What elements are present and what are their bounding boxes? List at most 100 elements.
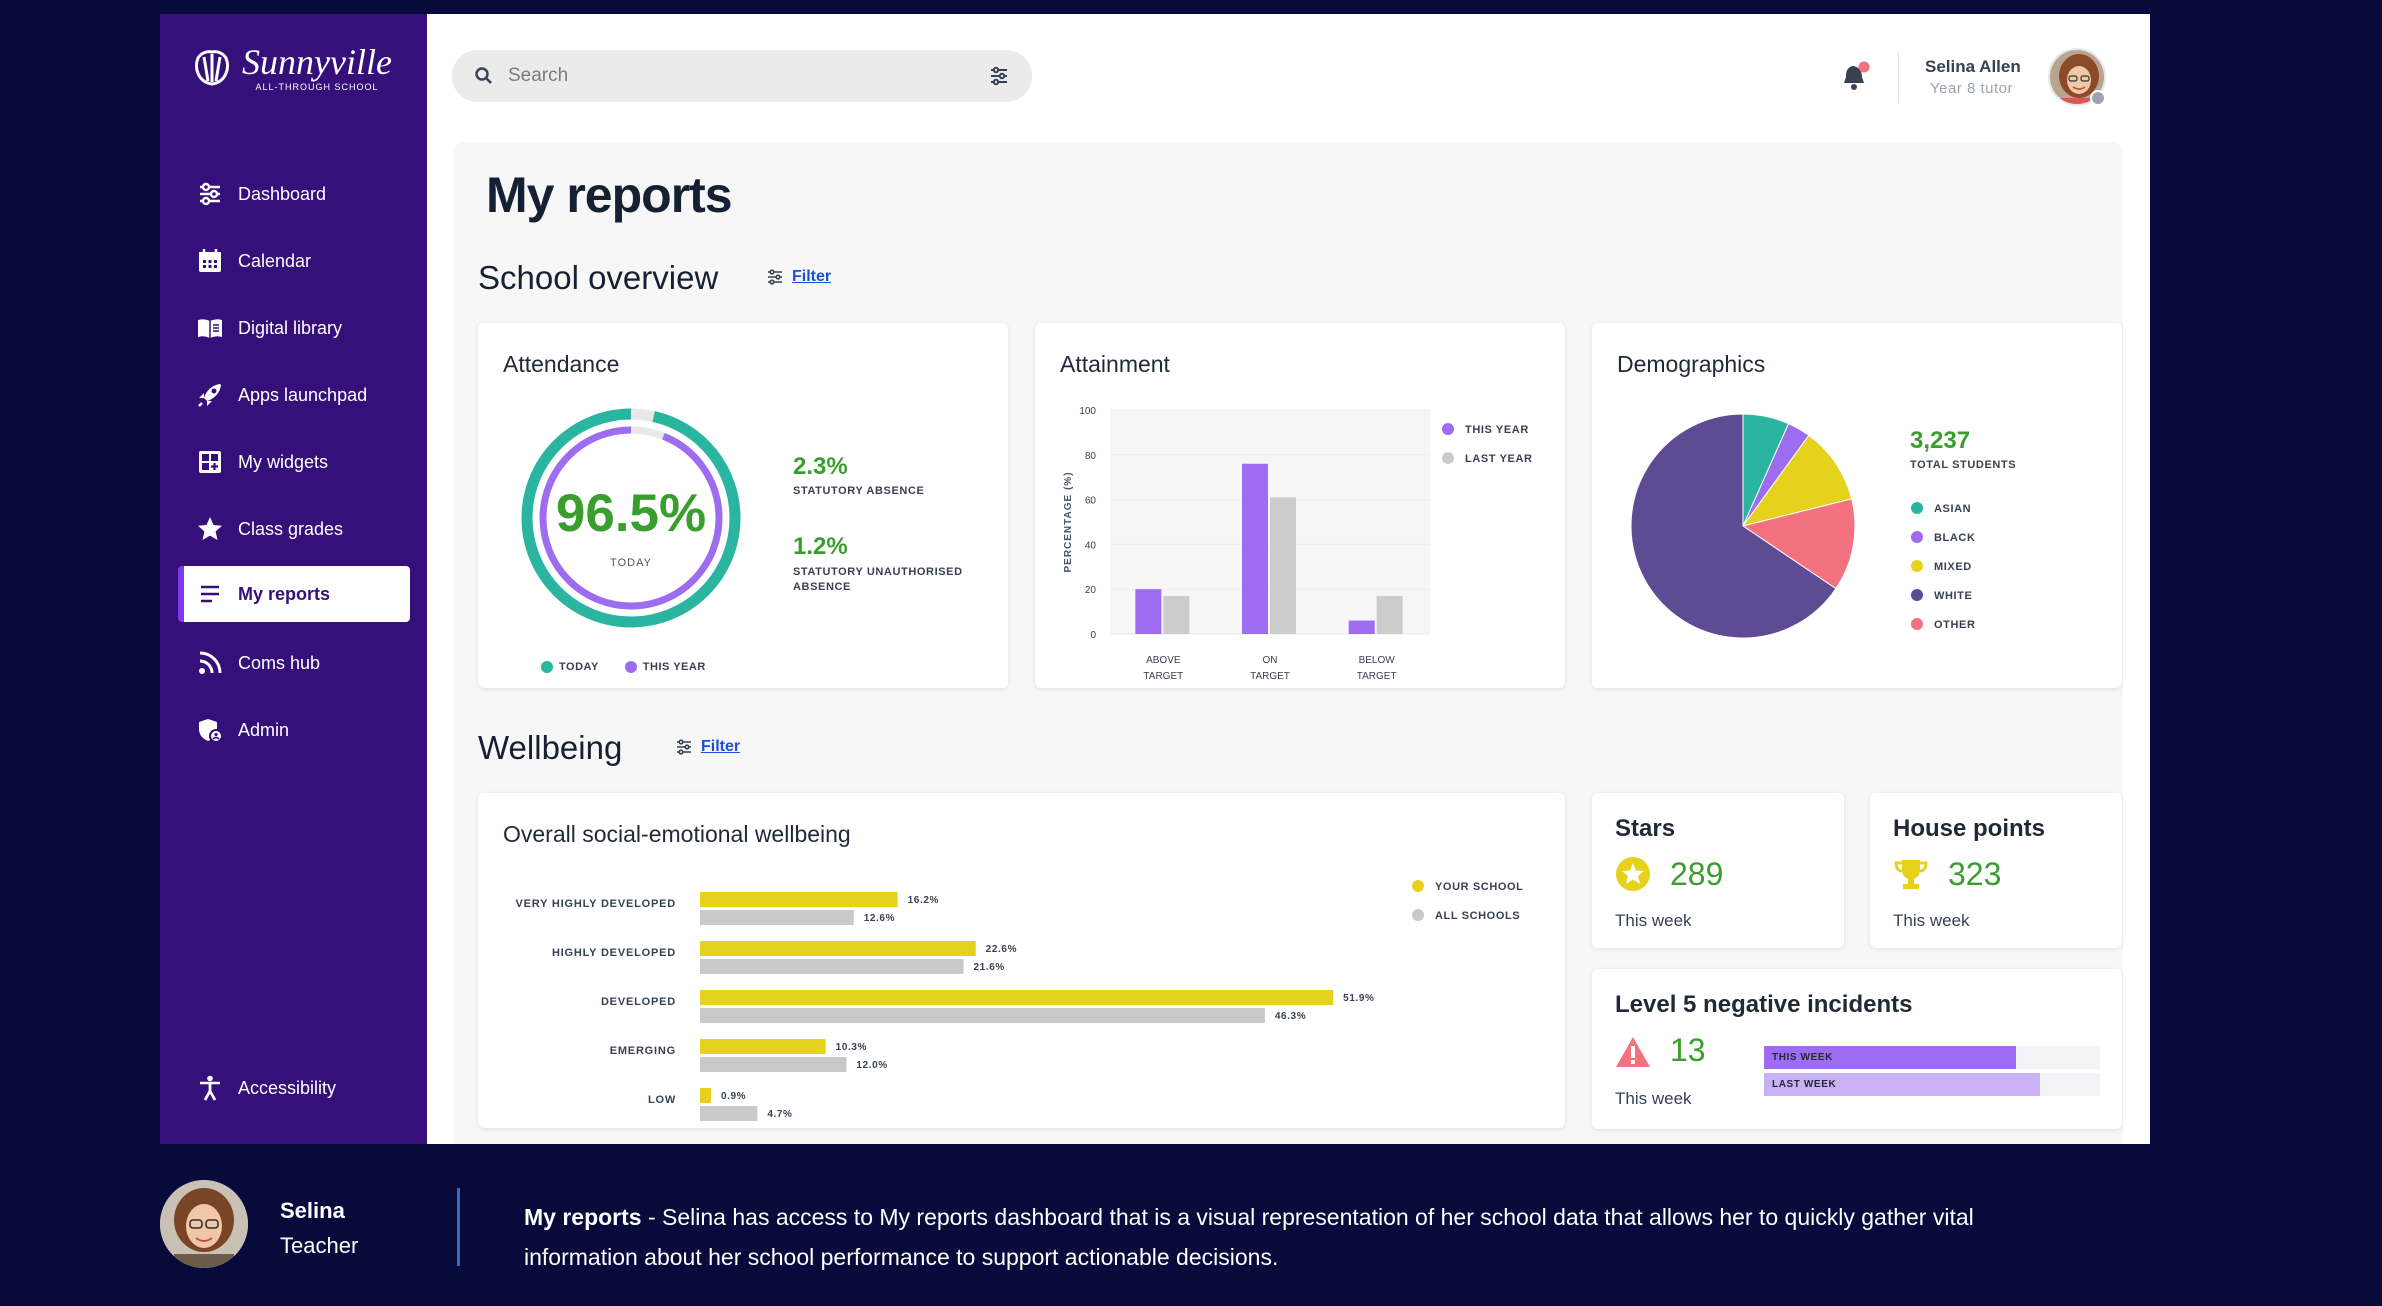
bar bbox=[700, 1057, 847, 1072]
book-icon bbox=[198, 319, 222, 338]
pie-slice bbox=[1630, 413, 1837, 639]
calendar-icon bbox=[199, 249, 221, 272]
attendance-year-ring bbox=[539, 426, 723, 610]
attendance-legend: TODAY THIS YEAR bbox=[541, 661, 706, 673]
sidebar-item-class-grades[interactable]: Class grades bbox=[178, 501, 410, 557]
card-title: Attainment bbox=[1060, 351, 1170, 377]
attendance-today-ring bbox=[521, 408, 741, 628]
school-overview-filter-link[interactable]: Filter bbox=[766, 268, 831, 286]
shell-logo-icon bbox=[195, 50, 229, 86]
user-name: Selina Allen bbox=[1925, 57, 2021, 76]
legend-swatch bbox=[1442, 452, 1454, 464]
sidebar-item-label: My widgets bbox=[238, 451, 329, 472]
caption-divider bbox=[457, 1188, 460, 1266]
card-title: Attendance bbox=[503, 351, 620, 377]
attendance-value: 96.5% bbox=[555, 484, 707, 543]
attendance-donut bbox=[521, 408, 741, 628]
wellbeing-card: Overall social-emotional wellbeing VERY … bbox=[478, 793, 1565, 1128]
x-tick-label: TARGET bbox=[1357, 671, 1397, 682]
attainment-card: Attainment 0 20 40 60 80 100 PERCENTAGE (%) ABO… bbox=[1035, 323, 1565, 688]
data-label: 46.3% bbox=[1275, 1011, 1306, 1022]
house-points-period: This week bbox=[1893, 911, 1970, 930]
sidebar-item-my-reports[interactable]: My reports bbox=[178, 566, 410, 622]
sidebar-item-my-widgets[interactable]: My widgets bbox=[178, 434, 410, 490]
data-label: 4.7% bbox=[767, 1109, 792, 1120]
statutory-absence-value: 2.3% bbox=[793, 453, 848, 480]
wellbeing-chart: VERY HIGHLY DEVELOPED 16.2% 12.6% HIGHLY DE… bbox=[516, 880, 1523, 1121]
y-tick-label: 20 bbox=[1085, 585, 1097, 596]
unauthorised-absence-value: 1.2% bbox=[793, 533, 848, 560]
data-label: 12.6% bbox=[864, 913, 895, 924]
legend-swatch bbox=[541, 661, 553, 673]
search-bar[interactable] bbox=[452, 50, 1032, 102]
wellbeing-filter-link[interactable]: Filter bbox=[675, 738, 740, 756]
sidebar-item-label: Accessibility bbox=[238, 1077, 337, 1098]
data-label: 0.9% bbox=[721, 1091, 746, 1102]
school-logo[interactable]: Sunnyville ALL-THROUGH SCHOOL bbox=[192, 44, 392, 92]
sidebar-item-label: Digital library bbox=[238, 317, 343, 338]
legend-label: ALL SCHOOLS bbox=[1435, 910, 1520, 922]
legend-label: WHITE bbox=[1934, 590, 1972, 602]
bar bbox=[700, 1106, 758, 1121]
sidebar-item-calendar[interactable]: Calendar bbox=[178, 233, 410, 289]
bar bbox=[1242, 463, 1268, 634]
sidebar-item-admin[interactable]: Admin bbox=[178, 702, 410, 758]
bar bbox=[1376, 595, 1403, 634]
sidebar-item-label: Coms hub bbox=[238, 652, 321, 673]
sidebar: Sunnyville ALL-THROUGH SCHOOL Dashboard … bbox=[160, 14, 427, 1144]
notification-bell-icon[interactable] bbox=[1838, 60, 1872, 94]
bar bbox=[1348, 620, 1375, 634]
filter-sliders-icon[interactable] bbox=[988, 65, 1010, 87]
legend-label: BLACK bbox=[1934, 532, 1976, 544]
data-label: 10.3% bbox=[836, 1042, 867, 1053]
sidebar-item-dashboard[interactable]: Dashboard bbox=[178, 166, 410, 222]
sidebar-item-label: Class grades bbox=[238, 518, 344, 539]
legend-label: THIS YEAR bbox=[1465, 424, 1529, 436]
sidebar-item-coms-hub[interactable]: Coms hub bbox=[178, 635, 410, 691]
search-input[interactable] bbox=[508, 65, 974, 87]
data-label: 12.0% bbox=[856, 1060, 887, 1071]
legend-item-this-year: THIS YEAR bbox=[624, 661, 706, 673]
bar bbox=[1163, 595, 1190, 634]
bar bbox=[700, 1039, 826, 1054]
legend-swatch bbox=[1911, 560, 1923, 572]
avatar[interactable] bbox=[2048, 48, 2106, 106]
y-tick-label: 100 bbox=[1079, 406, 1096, 417]
y-tick-label: 0 bbox=[1090, 630, 1096, 641]
sidebar-item-label: Apps launchpad bbox=[238, 384, 368, 405]
legend-label: MIXED bbox=[1934, 561, 1972, 573]
star-badge-icon bbox=[1616, 857, 1650, 891]
rss-icon bbox=[199, 651, 222, 674]
attendance-card: Attendance 96.5% TODAY TODAY THIS YEAR 2… bbox=[478, 323, 1008, 688]
incidents-value: 13 bbox=[1670, 1032, 1706, 1068]
sidebar-item-accessibility[interactable]: Accessibility bbox=[178, 1060, 410, 1116]
avatar-portrait bbox=[2050, 50, 2104, 104]
card-title: Demographics bbox=[1617, 351, 1766, 377]
topbar-divider bbox=[1898, 52, 1899, 102]
attainment-chart: 0 20 40 60 80 100 PERCENTAGE (%) ABOVE TARGET ON T… bbox=[1063, 406, 1532, 682]
sidebar-item-apps-launchpad[interactable]: Apps launchpad bbox=[178, 367, 410, 423]
caption-name: Selina bbox=[280, 1198, 345, 1223]
total-students-label: TOTAL STUDENTS bbox=[1910, 459, 2017, 471]
section-title-wellbeing: Wellbeing bbox=[478, 729, 623, 766]
legend-swatch bbox=[624, 661, 637, 673]
caption-body: - Selina has access to My reports dashbo… bbox=[524, 1204, 1974, 1270]
pie-slice bbox=[1741, 498, 1856, 590]
demographics-chart: ASIAN BLACK MIXED WHITE OTHER bbox=[1630, 413, 1976, 639]
x-tick-label: TARGET bbox=[1250, 671, 1290, 682]
label-line: STATUTORY UNAUTHORISED bbox=[793, 566, 963, 578]
sidebar-item-digital-library[interactable]: Digital library bbox=[178, 300, 410, 356]
legend-swatch bbox=[1442, 423, 1454, 435]
card-title: Stars bbox=[1615, 815, 1676, 842]
category-label: DEVELOPED bbox=[601, 996, 676, 1008]
bar bbox=[700, 1008, 1265, 1023]
category-label: EMERGING bbox=[610, 1045, 676, 1057]
data-label: 21.6% bbox=[974, 962, 1005, 973]
bar bbox=[1270, 497, 1296, 634]
incidents-card: Level 5 negative incidents 13 This week … bbox=[1592, 969, 2122, 1129]
rocket-icon bbox=[198, 384, 221, 407]
y-tick-label: 60 bbox=[1085, 496, 1097, 507]
legend-label: OTHER bbox=[1934, 619, 1976, 631]
card-title: House points bbox=[1893, 815, 2046, 842]
sidebar-item-label: Dashboard bbox=[238, 183, 327, 204]
